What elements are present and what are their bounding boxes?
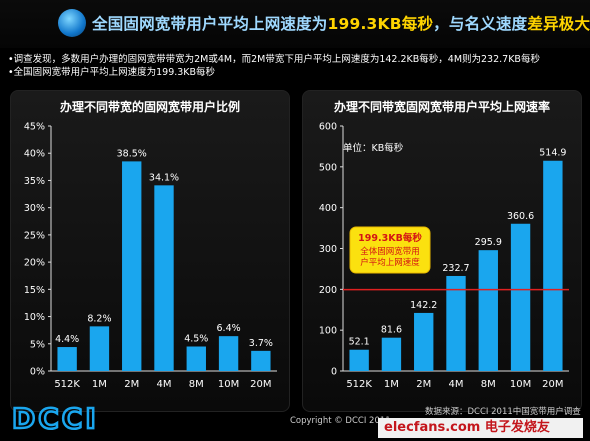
chart-panel-share: 办理不同带宽的固网宽带用户比例 0% 5% 10% 15% 20% 25% 30% 35% 40%…	[10, 90, 290, 412]
y-tick-label: 40%	[24, 149, 45, 160]
y-tick-label: 200	[319, 285, 337, 296]
data-label: 295.9	[475, 237, 502, 248]
bar	[218, 336, 239, 371]
bar	[543, 160, 563, 371]
y-tick-label: 30%	[24, 203, 45, 214]
data-label: 4.4%	[55, 334, 79, 345]
x-tick-label: 1M	[92, 379, 107, 390]
bar	[122, 161, 142, 371]
chart-title: 办理不同带宽的固网宽带用户比例	[60, 99, 240, 114]
bandwidth-share-chart: 办理不同带宽的固网宽带用户比例 0% 5% 10% 15% 20% 25% 30% 35% 40%…	[24, 99, 277, 390]
bar	[154, 185, 174, 371]
title-text-1: 全国固网宽带用户平均上网速度为	[92, 15, 328, 33]
data-label: 34.1%	[149, 172, 179, 183]
title-text-2: ，与名义速度	[433, 15, 528, 33]
bar	[57, 347, 77, 371]
bar	[349, 349, 369, 371]
bar	[446, 275, 466, 371]
x-tick-label: 10M	[510, 379, 531, 390]
y-tick-label: 15%	[24, 285, 45, 296]
y-tick-label: 10%	[24, 312, 45, 323]
y-tick-label: 0	[331, 367, 337, 378]
unit-label: 单位：KB每秒	[343, 142, 404, 154]
survey-notes: •调查发现，多数用户办理的固网宽带带宽为2M或4M，而2M带宽下用户平均上网速度…	[8, 53, 540, 79]
y-tick-label: 0%	[30, 367, 45, 378]
y-tick-label: 600	[319, 122, 337, 133]
y-tick-label: 400	[319, 203, 337, 214]
bar	[381, 337, 402, 371]
y-tick-label: 300	[319, 244, 337, 255]
x-tick-label: 10M	[218, 379, 239, 390]
logo-text: DCCI	[12, 403, 99, 433]
x-tick-label: 1M	[384, 379, 399, 390]
x-tick-label: 2M	[124, 379, 139, 390]
x-tick-label: 20M	[250, 379, 271, 390]
x-tick-label: 4M	[157, 379, 172, 390]
title-highlight-speed: 199.3KB每秒	[327, 15, 434, 33]
bar	[414, 312, 434, 371]
x-tick-label: 8M	[481, 379, 496, 390]
data-label: 81.6	[381, 325, 402, 336]
page-title: 全国固网宽带用户平均上网速度为199.3KB每秒，与名义速度差异极大	[92, 12, 590, 34]
x-tick-label: 2M	[416, 379, 431, 390]
data-label: 4.5%	[184, 334, 208, 345]
callout-line: 户平均上网速度	[360, 257, 420, 268]
data-label: 38.5%	[117, 148, 147, 159]
y-tick-label: 5%	[30, 339, 45, 350]
x-tick-label: 512K	[54, 379, 80, 390]
callout-title: 199.3KB每秒	[358, 232, 422, 244]
chart-panel-speed: 办理不同带宽固网宽带用户平均上网速率单位：KB每秒 0 100 200 300 400 50…	[302, 90, 582, 412]
callout-line: 全体固网宽带用	[360, 246, 420, 257]
bar	[251, 350, 271, 371]
x-tick-label: 20M	[542, 379, 563, 390]
bar	[478, 250, 498, 371]
y-tick-label: 500	[319, 162, 337, 173]
x-tick-label: 8M	[189, 379, 204, 390]
data-label: 6.4%	[217, 323, 241, 334]
y-tick-label: 35%	[24, 176, 45, 187]
data-label: 360.6	[507, 211, 534, 222]
title-banner: 全国固网宽带用户平均上网速度为199.3KB每秒，与名义速度差异极大	[0, 0, 590, 48]
data-label: 8.2%	[87, 313, 111, 324]
y-tick-label: 25%	[24, 230, 45, 241]
bar	[510, 223, 531, 371]
data-label: 142.2	[410, 300, 437, 311]
data-label: 3.7%	[249, 338, 273, 349]
chart-title: 办理不同带宽固网宽带用户平均上网速率	[334, 99, 550, 114]
x-tick-label: 4M	[449, 379, 464, 390]
data-label: 52.1	[349, 337, 370, 348]
y-tick-label: 20%	[24, 258, 45, 269]
note-line: •全国固网宽带用户平均上网速度为199.3KB每秒	[8, 67, 216, 78]
note-line: •调查发现，多数用户办理的固网宽带带宽为2M或4M，而2M带宽下用户平均上网速度…	[8, 54, 540, 65]
dcci-logo: DCCI	[11, 403, 99, 433]
y-tick-label: 45%	[24, 122, 45, 133]
title-highlight-diff: 差异极大	[527, 15, 590, 33]
copyright: Copyright © DCCI 2011	[290, 416, 391, 426]
data-label: 232.7	[442, 263, 469, 274]
data-source: 数据来源：DCCI 2011中国宽带用户调查	[425, 407, 581, 417]
x-tick-label: 512K	[346, 379, 372, 390]
callout-box	[349, 226, 431, 274]
watermark: elecfans.com 电子发烧友	[378, 418, 583, 438]
globe-icon	[58, 9, 86, 37]
bar	[89, 326, 110, 371]
bar	[186, 346, 206, 371]
y-tick-label: 100	[319, 326, 337, 337]
data-label: 514.9	[539, 148, 566, 159]
